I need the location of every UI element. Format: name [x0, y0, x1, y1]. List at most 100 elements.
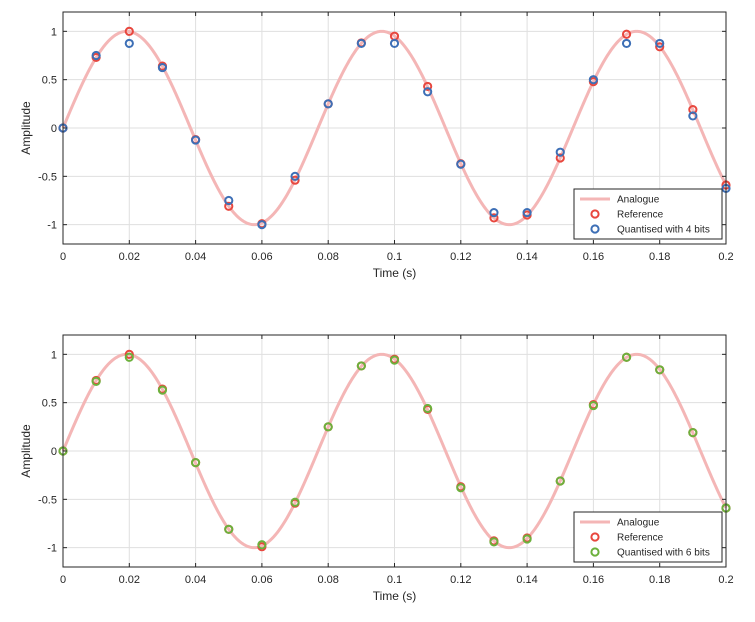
y-axis-label: Amplitude: [19, 424, 33, 478]
quantised-with-4-bits-point: [688, 111, 698, 121]
quantised-with-4-bits-point: [555, 147, 565, 157]
quantised-with-4-bits-point: [423, 87, 433, 97]
x-tick-label: 0.12: [450, 574, 471, 586]
quantised-with-4-bits-point: [191, 135, 201, 145]
x-tick-label: 0.14: [516, 574, 537, 586]
x-tick-label: 0.14: [516, 251, 537, 263]
legend-entry-label: Reference: [617, 533, 664, 544]
y-tick-label: -1: [47, 543, 57, 555]
x-tick-label: 0.16: [583, 251, 604, 263]
quantised-with-4-bits-point: [157, 62, 168, 73]
quantised-with-6-bits-point: [124, 352, 134, 362]
legend-entry-label: Analogue: [617, 195, 660, 206]
x-tick-label: 0: [60, 251, 66, 263]
reference-point: [124, 26, 134, 36]
legend-entry-label: Reference: [617, 210, 664, 221]
quantised-with-4-bits-point: [124, 38, 134, 49]
quantised-with-6-bits-point: [423, 403, 433, 414]
reference-point: [621, 29, 632, 39]
quantised-with-4-bits-point: [290, 171, 300, 181]
x-axis-label: Time (s): [373, 266, 417, 280]
x-tick-label: 0.1: [387, 574, 402, 586]
x-tick-label: 0.2: [718, 574, 733, 586]
quantised-with-4-bits-point: [224, 195, 234, 206]
y-tick-label: 0: [51, 123, 57, 135]
quantised-with-4-bits-point: [389, 38, 400, 49]
legend-entry-label: Analogue: [617, 518, 660, 529]
y-tick-label: 0.5: [42, 75, 57, 87]
x-tick-label: 0.18: [649, 251, 670, 263]
quantised-with-4-bits-point: [257, 220, 267, 230]
y-tick-label: 0: [51, 446, 57, 458]
y-tick-label: -0.5: [38, 494, 57, 506]
quantised-with-4-bits-point: [522, 207, 532, 218]
quantised-with-6-bits-point: [356, 361, 366, 371]
quantised-with-6-bits-point: [655, 365, 665, 375]
x-tick-label: 0.16: [583, 574, 604, 586]
y-tick-label: 1: [51, 349, 57, 361]
quantised-with-6-bits-point: [522, 534, 532, 544]
x-tick-label: 0.04: [185, 574, 206, 586]
legend-marker-swatch: [590, 532, 600, 542]
x-axis-label: Time (s): [373, 589, 417, 603]
x-tick-label: 0.08: [317, 574, 338, 586]
y-axis-label: Amplitude: [19, 101, 33, 155]
quantised-with-6-bits-point: [191, 458, 201, 468]
reference-point: [124, 349, 134, 359]
top-chart-panel: 0 0.02 0.04 0.06 0.08 0.1 0.12 0.14 0.16 0.18 0.2 1…: [19, 11, 734, 280]
legend-marker-swatch: [590, 209, 600, 219]
quantised-with-4-bits-point: [621, 38, 632, 49]
x-tick-label: 0.1: [387, 251, 402, 263]
quantised-with-6-bits-point: [588, 400, 599, 411]
x-tick-label: 0.02: [119, 574, 140, 586]
reference-point: [423, 81, 433, 92]
legend-entry-label: Quantised with 4 bits: [617, 225, 710, 236]
legend: Analogue Reference Quantised with 4 bits: [573, 188, 723, 240]
reference-point: [290, 175, 300, 185]
quantised-with-6-bits-point: [224, 524, 234, 534]
quantised-with-6-bits-point: [389, 355, 400, 365]
x-tick-label: 0.02: [119, 251, 140, 263]
quantised-with-4-bits-point: [489, 207, 499, 218]
quantised-with-4-bits-point: [356, 38, 366, 49]
quantised-with-6-bits-point: [456, 483, 466, 493]
x-tick-label: 0: [60, 574, 66, 586]
legend-marker-swatch: [590, 224, 600, 234]
y-tick-label: -0.5: [38, 171, 57, 183]
x-tick-label: 0.18: [649, 574, 670, 586]
reference-point: [224, 201, 234, 211]
x-tick-label: 0.2: [718, 251, 733, 263]
quantised-with-6-bits-point: [91, 376, 101, 386]
reference-point: [489, 213, 499, 223]
quantised-with-6-bits-point: [290, 497, 300, 507]
analogue-series-line: [61, 29, 728, 227]
legend-entry-label: Quantised with 6 bits: [617, 548, 710, 559]
quantised-with-4-bits-point: [456, 159, 466, 169]
quantised-with-6-bits-point: [257, 540, 267, 550]
x-tick-label: 0.04: [185, 251, 206, 263]
quantised-with-6-bits-point: [323, 422, 333, 432]
y-tick-label: 1: [51, 26, 57, 38]
reference-point: [555, 153, 565, 163]
reference-point: [655, 42, 665, 52]
quantised-with-6-bits-point: [157, 385, 168, 395]
x-tick-label: 0.12: [450, 251, 471, 263]
y-tick-label: 0.5: [42, 398, 57, 410]
bottom-chart-panel: 0 0.02 0.04 0.06 0.08 0.1 0.12 0.14 0.16 0.18 0.2 1…: [19, 334, 734, 603]
quantised-with-4-bits-point: [588, 75, 599, 85]
legend-marker-swatch: [590, 547, 600, 557]
analogue-series-line: [61, 352, 728, 550]
x-tick-label: 0.06: [251, 251, 272, 263]
x-tick-label: 0.08: [317, 251, 338, 263]
quantised-with-6-bits-point: [621, 352, 632, 362]
quantised-with-4-bits-point: [655, 38, 665, 49]
x-tick-label: 0.06: [251, 574, 272, 586]
quantised-with-6-bits-point: [489, 537, 499, 547]
quantised-with-6-bits-point: [555, 476, 565, 486]
quantised-with-4-bits-point: [323, 99, 333, 109]
quantised-with-6-bits-point: [688, 428, 698, 438]
y-tick-label: -1: [47, 220, 57, 232]
quantised-with-4-bits-point: [91, 50, 101, 61]
legend: Analogue Reference Quantised with 6 bits: [573, 511, 723, 563]
